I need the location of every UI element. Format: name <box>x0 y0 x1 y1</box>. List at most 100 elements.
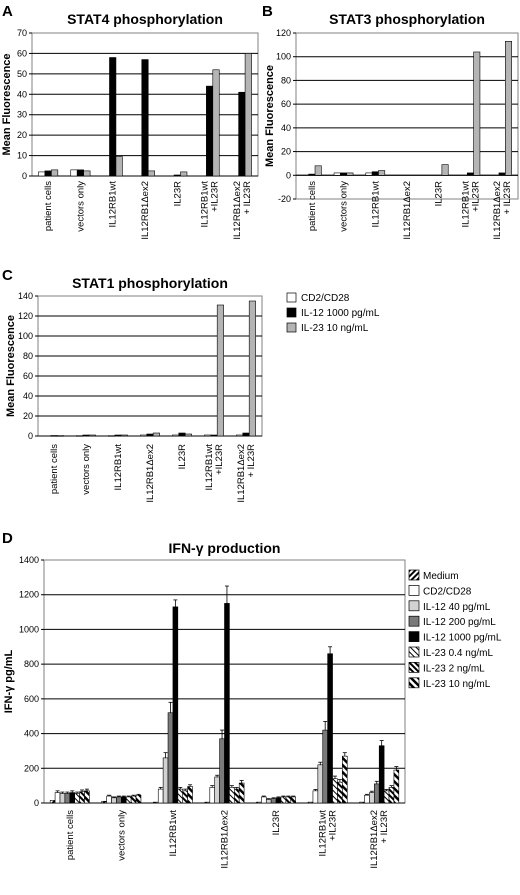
y-tick-label: 0 <box>22 171 27 181</box>
category-label: IL12RB1Δex2 <box>232 181 243 240</box>
bar <box>216 304 224 437</box>
bar <box>146 433 154 437</box>
category-label: IL23R <box>271 810 282 835</box>
bar <box>108 435 116 437</box>
category-label: +IL23R <box>210 181 221 212</box>
legend-swatch <box>408 569 420 581</box>
category-label: patient cells <box>49 444 60 494</box>
legend-swatch <box>286 307 297 318</box>
y-tick-label: 40 <box>23 391 33 401</box>
bar <box>238 782 245 804</box>
legend-label: IL-12 1000 pg/mL <box>423 633 502 644</box>
bar <box>121 796 127 804</box>
bar <box>285 796 292 804</box>
bar <box>317 764 324 804</box>
bar <box>79 791 85 804</box>
bar <box>180 171 188 177</box>
legend-swatch <box>408 615 420 627</box>
bar <box>141 59 149 177</box>
bar <box>172 606 179 804</box>
bar <box>314 165 322 176</box>
legend-swatch <box>408 646 420 658</box>
bar <box>177 788 184 804</box>
bar <box>388 787 395 804</box>
y-tick-label: 80 <box>23 351 33 361</box>
bar <box>244 53 252 177</box>
category-label: vectors only <box>116 810 127 861</box>
category-label: IL12RB1Δex2 <box>220 810 231 869</box>
bar <box>270 798 277 804</box>
y-tick-label: 120 <box>276 28 291 38</box>
legend-label: CD2/CD28 <box>423 586 472 597</box>
bar <box>371 171 379 176</box>
category-label: IL23R <box>172 181 183 206</box>
bar <box>106 795 112 804</box>
legend-swatch <box>408 677 420 689</box>
bar <box>210 434 218 437</box>
bar <box>114 434 122 437</box>
bar <box>236 434 244 437</box>
bar <box>82 434 90 437</box>
legend-label: IL-12 200 pg/mL <box>423 617 496 628</box>
category-label: IL12RB1Δex2 <box>140 181 151 240</box>
chart-title: STAT1 phosphorylation <box>72 275 228 291</box>
bar <box>101 800 107 804</box>
legend-swatch <box>408 631 420 642</box>
bar <box>153 801 159 804</box>
bar <box>498 172 506 176</box>
category-label: +IL23R <box>214 444 225 475</box>
category-label: IL12RB1Δex2 <box>492 181 503 240</box>
chart-title: STAT4 phosphorylation <box>67 11 223 27</box>
category-label: +IL23R <box>328 810 339 841</box>
category-label: IL12RB1wt <box>204 444 215 491</box>
bar <box>115 156 123 177</box>
y-tick-label: 20 <box>17 130 27 140</box>
category-label: +IL23R <box>470 181 481 212</box>
category-label: + IL23R <box>379 810 390 844</box>
bar <box>378 745 385 804</box>
category-label: IL12RB1wt <box>460 181 471 228</box>
y-tick-label: 400 <box>24 729 39 739</box>
bar <box>147 170 155 177</box>
category-label: patient cells <box>307 181 318 231</box>
bar <box>441 164 449 176</box>
bar <box>157 788 164 804</box>
bar <box>307 801 314 804</box>
y-axis-label: Mean Fluorescence <box>1 53 13 155</box>
bar <box>308 173 316 176</box>
y-tick-label: 1200 <box>19 590 39 600</box>
y-tick-label: 100 <box>276 52 291 62</box>
bar <box>275 797 282 804</box>
bar <box>473 51 481 176</box>
bar <box>265 799 272 804</box>
bar <box>365 172 373 176</box>
y-tick-label: 60 <box>17 48 27 58</box>
chart-panel-c: STAT1 phosphorylation 0 20 40 60 80 100 120 140 M… <box>5 275 263 503</box>
bar <box>56 435 64 437</box>
y-tick-label: 1400 <box>19 555 39 565</box>
bar <box>76 169 84 177</box>
category-label: IL12RB1Δex2 <box>369 810 380 869</box>
bar <box>214 776 220 804</box>
bar <box>322 729 328 804</box>
bar <box>378 170 386 176</box>
legend-swatch <box>408 600 420 612</box>
bar <box>64 793 71 804</box>
bar <box>383 790 390 804</box>
y-tick-label: 200 <box>24 763 39 773</box>
panel-letter-c: C <box>2 267 13 284</box>
category-label: IL12RB1Δex2 <box>236 444 247 503</box>
y-axis-label: Mean Fluorescence <box>264 65 276 167</box>
bar <box>187 786 193 804</box>
y-tick-label: 70 <box>17 28 27 38</box>
y-axis-label: IFN-γ pg/mL <box>3 649 15 713</box>
bar <box>44 170 52 177</box>
bar <box>327 653 333 804</box>
bar <box>120 434 128 437</box>
bar <box>312 790 319 804</box>
bar <box>83 170 91 177</box>
category-label: + IL23R <box>502 181 513 215</box>
category-label: patient cells <box>43 181 54 231</box>
panel-letter-d: D <box>2 530 13 547</box>
y-tick-label: 100 <box>18 331 33 341</box>
